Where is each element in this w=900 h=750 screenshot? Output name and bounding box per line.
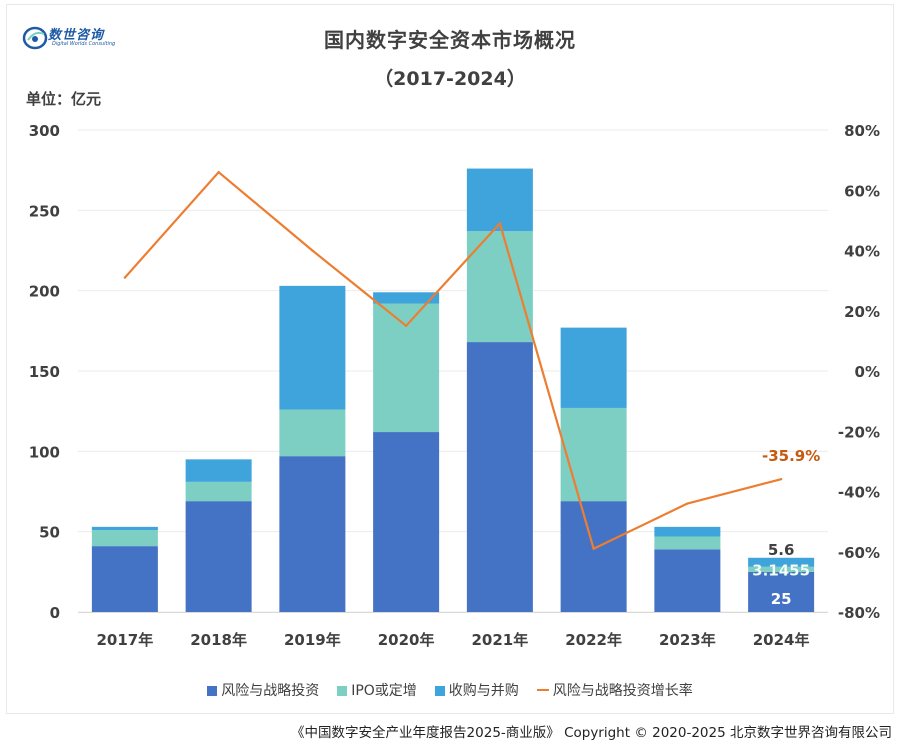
- bar-segment: [91, 530, 158, 547]
- growth-rate-point: [779, 477, 783, 481]
- bar-segment: [466, 342, 533, 612]
- y-tick-label: 0: [50, 604, 60, 622]
- chart-subtitle: （2017-2024）: [374, 68, 526, 90]
- y2-tick-label: -40%: [838, 484, 880, 502]
- bar-segment: [466, 231, 533, 343]
- y2-tick-label: -60%: [838, 544, 880, 562]
- chart-title: 国内数字安全资本市场概况: [324, 28, 576, 52]
- bar-segment: [91, 526, 158, 531]
- y2-tick-label: -80%: [838, 604, 880, 622]
- bar-segment: [373, 292, 440, 304]
- growth-rate-line: [124, 171, 782, 550]
- unit-label: 单位：亿元: [26, 90, 102, 108]
- legend-label: IPO或定增: [351, 683, 417, 699]
- x-tick-label: 2024年: [753, 631, 810, 649]
- growth-rate-point: [592, 547, 595, 550]
- growth-rate-point: [123, 276, 127, 279]
- bar-data-label: 25: [771, 590, 792, 608]
- y2-tick-label: -20%: [838, 423, 880, 441]
- bar-segment: [185, 459, 252, 482]
- legend-item: 风险与战略投资增长率: [536, 680, 693, 700]
- bar-segment: [185, 481, 252, 502]
- legend-label: 风险与战略投资增长率: [552, 683, 693, 699]
- bar-segment: [185, 501, 252, 612]
- x-tick-label: 2017年: [97, 631, 154, 649]
- legend-item: 收购与并购: [434, 680, 519, 700]
- y2-tick-label: 0%: [855, 363, 880, 381]
- y-tick-label: 200: [29, 283, 60, 301]
- y-tick-label: 300: [29, 122, 60, 140]
- company-logo: 数世咨询 Digital Worlds Consulting: [22, 24, 122, 58]
- y-tick-label: 250: [29, 202, 60, 220]
- bar-segment: [279, 285, 346, 410]
- bar-segment: [654, 526, 721, 537]
- bar-segment: [748, 571, 815, 612]
- chart-canvas: 0 50 100 150 200 250 300 -80% -60% -40% -20% 0% 20% 4…: [29, 122, 880, 649]
- x-tick-label: 2018年: [190, 631, 247, 649]
- logo-text: 数世咨询: [48, 28, 105, 43]
- bar-data-label: 5.6: [768, 541, 795, 559]
- bar-data-label: 3.1455: [752, 561, 810, 579]
- bar-segment: [560, 501, 627, 612]
- growth-rate-point: [404, 324, 408, 328]
- growth-rate-point: [311, 249, 314, 252]
- x-tick-label: 2020年: [378, 631, 435, 649]
- growth-rate-point: [498, 222, 502, 225]
- y2-tick-label: 60%: [844, 182, 880, 200]
- x-tick-label: 2019年: [284, 631, 341, 649]
- bar-segment: [373, 303, 440, 433]
- y-tick-label: 100: [29, 443, 60, 461]
- legend-swatch: [337, 686, 348, 696]
- legend-label: 收购与并购: [448, 683, 519, 699]
- bar-segment: [748, 557, 815, 567]
- bar-segment: [466, 168, 533, 232]
- bar-segment: [560, 407, 627, 502]
- bar-segment: [748, 566, 815, 572]
- chart-legend: 风险与战略投资 IPO或定增 收购与并购 风险与战略投资增长率: [0, 680, 900, 700]
- growth-data-label: -35.9%: [762, 447, 820, 465]
- y-tick-label: 150: [29, 363, 60, 381]
- bar-segment: [654, 536, 721, 550]
- bar-segment: [373, 432, 440, 612]
- y2-tick-label: 20%: [844, 303, 880, 321]
- y2-tick-label: 80%: [844, 122, 880, 140]
- legend-item: 风险与战略投资: [207, 680, 319, 700]
- x-tick-label: 2021年: [472, 631, 529, 649]
- x-tick-label: 2023年: [659, 631, 716, 649]
- logo-subtext: Digital Worlds Consulting: [52, 41, 116, 47]
- legend-swatch: [207, 686, 218, 696]
- legend-label: 风险与战略投资: [221, 683, 320, 699]
- y2-tick-label: 40%: [844, 243, 880, 261]
- legend-swatch: [536, 689, 549, 691]
- bar-segment: [91, 546, 158, 612]
- bar-segment: [279, 409, 346, 457]
- x-tick-label: 2022年: [565, 631, 622, 649]
- bar-segment: [279, 456, 346, 612]
- legend-item: IPO或定增: [337, 680, 417, 700]
- copyright-footer: 《中国数字安全产业年度报告2025-商业版》 Copyright © 2020-…: [291, 725, 892, 741]
- y-tick-label: 50: [39, 524, 60, 542]
- bar-segment: [560, 327, 627, 408]
- growth-rate-point: [686, 502, 689, 505]
- chart-frame: [6, 4, 894, 714]
- legend-swatch: [434, 686, 445, 696]
- growth-rate-point: [217, 170, 220, 174]
- bar-segment: [654, 549, 721, 612]
- logo-mark-icon: [22, 26, 48, 50]
